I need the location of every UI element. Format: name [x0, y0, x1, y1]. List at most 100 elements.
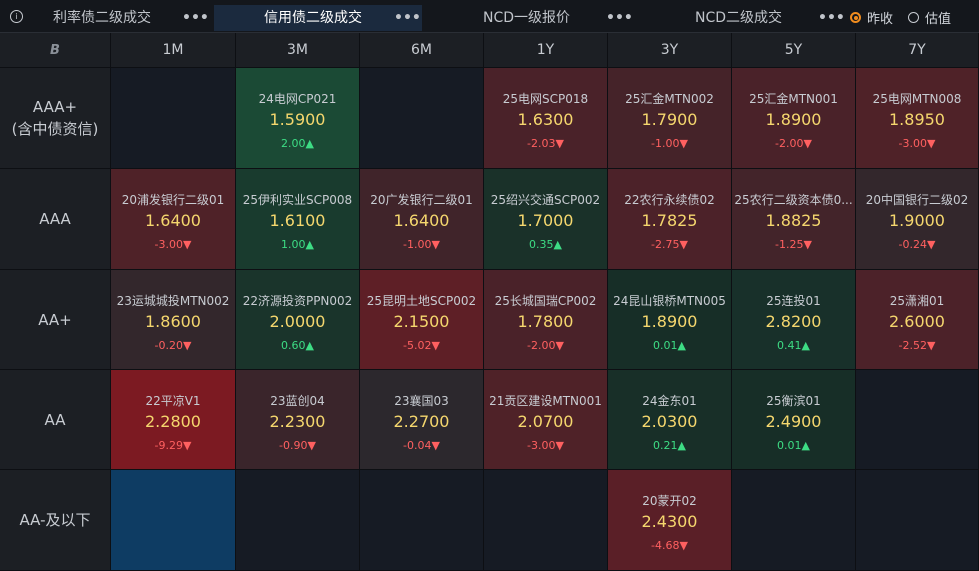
column-header-6m: 6M [360, 33, 483, 67]
bond-cell[interactable]: 20蒙开02 2.4300 -4.68▼ [608, 470, 731, 570]
bond-yield: 2.0000 [269, 312, 326, 331]
bond-yield: 1.6400 [145, 211, 201, 230]
bond-yield: 1.6100 [269, 211, 326, 230]
bond-name: 23蓝创04 [270, 394, 325, 408]
bond-cell[interactable]: 25农行二级资本债0... 1.8825 -1.25▼ [732, 169, 855, 269]
empty-cell [111, 68, 235, 168]
more-icon[interactable]: ••• [818, 10, 845, 26]
row-header-label: AA-及以下 [19, 511, 91, 529]
bond-yield: 1.8950 [889, 110, 945, 129]
tab-label: 利率债二级成交 [53, 10, 151, 26]
bond-name: 25潇湘01 [889, 294, 945, 308]
bond-yield: 1.8600 [145, 312, 201, 331]
empty-cell [360, 68, 483, 168]
bond-yield: 1.8900 [765, 110, 822, 129]
bond-cell[interactable]: 25衡滨01 2.4900 0.01▲ [732, 370, 855, 469]
bond-yield: 1.8825 [765, 211, 822, 230]
bond-name: 23运城城投MTN002 [116, 294, 230, 308]
info-icon[interactable]: i [10, 10, 23, 23]
yield-change: 2.00▲ [281, 137, 314, 150]
radio-prev-close[interactable]: 昨收 [850, 8, 893, 27]
bond-name: 24电网CP021 [258, 92, 337, 106]
yield-change: -3.00▼ [898, 137, 936, 150]
bond-name: 25昆明土地SCP002 [366, 294, 477, 308]
bond-name: 22平凉V1 [145, 394, 201, 408]
top-tab-bar: i 利率债二级成交 ••• 信用债二级成交 ••• NCD一级报价 ••• NC… [0, 0, 979, 33]
bond-cell[interactable]: 24金东01 2.0300 0.21▲ [608, 370, 731, 469]
yield-change: -0.90▼ [279, 439, 316, 452]
bond-name: 20广发银行二级01 [370, 193, 473, 207]
bond-name: 21贡区建设MTN001 [489, 394, 602, 408]
column-header-5y: 5Y [732, 33, 855, 67]
bond-cell[interactable]: 25电网SCP018 1.6300 -2.03▼ [484, 68, 607, 168]
bond-yield: 1.7900 [641, 110, 698, 129]
bond-yield: 1.7825 [641, 211, 698, 230]
bond-cell[interactable]: 25电网MTN008 1.8950 -3.00▼ [856, 68, 978, 168]
row-header: AA+ [0, 270, 110, 369]
bond-yield: 1.5900 [269, 110, 326, 129]
bond-cell[interactable]: 23运城城投MTN002 1.8600 -0.20▼ [111, 270, 235, 369]
bond-cell[interactable]: 23蓝创04 2.2300 -0.90▼ [236, 370, 359, 469]
tab-rate-bond-secondary[interactable]: 利率债二级成交 ••• [34, 5, 209, 31]
more-icon[interactable]: ••• [182, 10, 209, 26]
bond-cell[interactable]: 25汇金MTN001 1.8900 -2.00▼ [732, 68, 855, 168]
yield-change: -0.20▼ [154, 339, 192, 352]
yield-change: 0.01▲ [653, 339, 686, 352]
brand-logo-icon: B [50, 42, 60, 58]
bond-yield: 1.7000 [517, 211, 574, 230]
tab-ncd-primary-quote[interactable]: NCD一级报价 ••• [430, 5, 633, 31]
bond-cell[interactable]: 25连投01 2.8200 0.41▲ [732, 270, 855, 369]
yield-change: -3.00▼ [154, 238, 192, 251]
bond-name: 25衡滨01 [766, 394, 821, 408]
bond-yield: 2.0700 [517, 412, 574, 431]
bond-name: 25长城国瑞CP002 [494, 294, 597, 308]
empty-cell [856, 470, 978, 570]
bond-name: 25汇金MTN001 [749, 92, 838, 106]
yield-change: -2.00▼ [775, 137, 812, 150]
bond-cell[interactable]: 25伊利实业SCP008 1.6100 1.00▲ [236, 169, 359, 269]
grid-corner: B [0, 33, 110, 67]
price-basis-radio-group: 昨收 估值 [850, 8, 975, 27]
credit-rating-tenor-grid: B 1M 3M 6M 1Y 3Y 5Y 7Y AAA+ (含中债资信) 24电网CP021 1.590… [0, 33, 979, 571]
yield-change: -3.00▼ [527, 439, 564, 452]
bond-cell[interactable] [111, 470, 235, 570]
bond-cell[interactable]: 25长城国瑞CP002 1.7800 -2.00▼ [484, 270, 607, 369]
tab-ncd-secondary[interactable]: NCD二级成交 ••• [640, 5, 845, 31]
yield-change: 1.00▲ [281, 238, 314, 251]
tab-label: NCD二级成交 [695, 10, 783, 26]
bond-cell[interactable]: 25绍兴交通SCP002 1.7000 0.35▲ [484, 169, 607, 269]
row-header: AA [0, 370, 110, 469]
bond-cell[interactable]: 22济源投资PPN002 2.0000 0.60▲ [236, 270, 359, 369]
bond-cell[interactable]: 24昆山银桥MTN005 1.8900 0.01▲ [608, 270, 731, 369]
column-header-1y: 1Y [484, 33, 607, 67]
bond-cell[interactable]: 20中国银行二级02 1.9000 -0.24▼ [856, 169, 978, 269]
more-icon[interactable]: ••• [394, 10, 421, 26]
bond-cell[interactable]: 22平凉V1 2.2800 -9.29▼ [111, 370, 235, 469]
empty-cell [360, 470, 483, 570]
yield-change: -0.24▼ [898, 238, 936, 251]
yield-change: -1.00▼ [403, 238, 440, 251]
bond-cell[interactable]: 20广发银行二级01 1.6400 -1.00▼ [360, 169, 483, 269]
bond-cell[interactable]: 20浦发银行二级01 1.6400 -3.00▼ [111, 169, 235, 269]
radio-label: 昨收 [867, 12, 894, 27]
yield-change: 0.35▲ [529, 238, 562, 251]
bond-cell[interactable]: 22农行永续债02 1.7825 -2.75▼ [608, 169, 731, 269]
row-header-label: AAA [39, 210, 71, 228]
bond-name: 24昆山银桥MTN005 [613, 294, 726, 308]
yield-change: -4.68▼ [651, 539, 688, 552]
tab-credit-bond-secondary[interactable]: 信用债二级成交 ••• [214, 5, 422, 31]
bond-name: 25伊利实业SCP008 [242, 193, 353, 207]
bond-cell[interactable]: 25昆明土地SCP002 2.1500 -5.02▼ [360, 270, 483, 369]
bond-cell[interactable]: 23襄国03 2.2700 -0.04▼ [360, 370, 483, 469]
bond-cell[interactable]: 24电网CP021 1.5900 2.00▲ [236, 68, 359, 168]
bond-yield: 2.1500 [393, 312, 450, 331]
bond-cell[interactable]: 21贡区建设MTN001 2.0700 -3.00▼ [484, 370, 607, 469]
bond-cell[interactable]: 25汇金MTN002 1.7900 -1.00▼ [608, 68, 731, 168]
more-icon[interactable]: ••• [606, 10, 633, 26]
radio-label: 估值 [925, 12, 952, 27]
bond-cell[interactable]: 25潇湘01 2.6000 -2.52▼ [856, 270, 978, 369]
radio-unchecked-icon [908, 12, 919, 23]
column-header-7y: 7Y [856, 33, 978, 67]
tab-label: NCD一级报价 [483, 10, 571, 26]
radio-valuation[interactable]: 估值 [908, 8, 951, 27]
